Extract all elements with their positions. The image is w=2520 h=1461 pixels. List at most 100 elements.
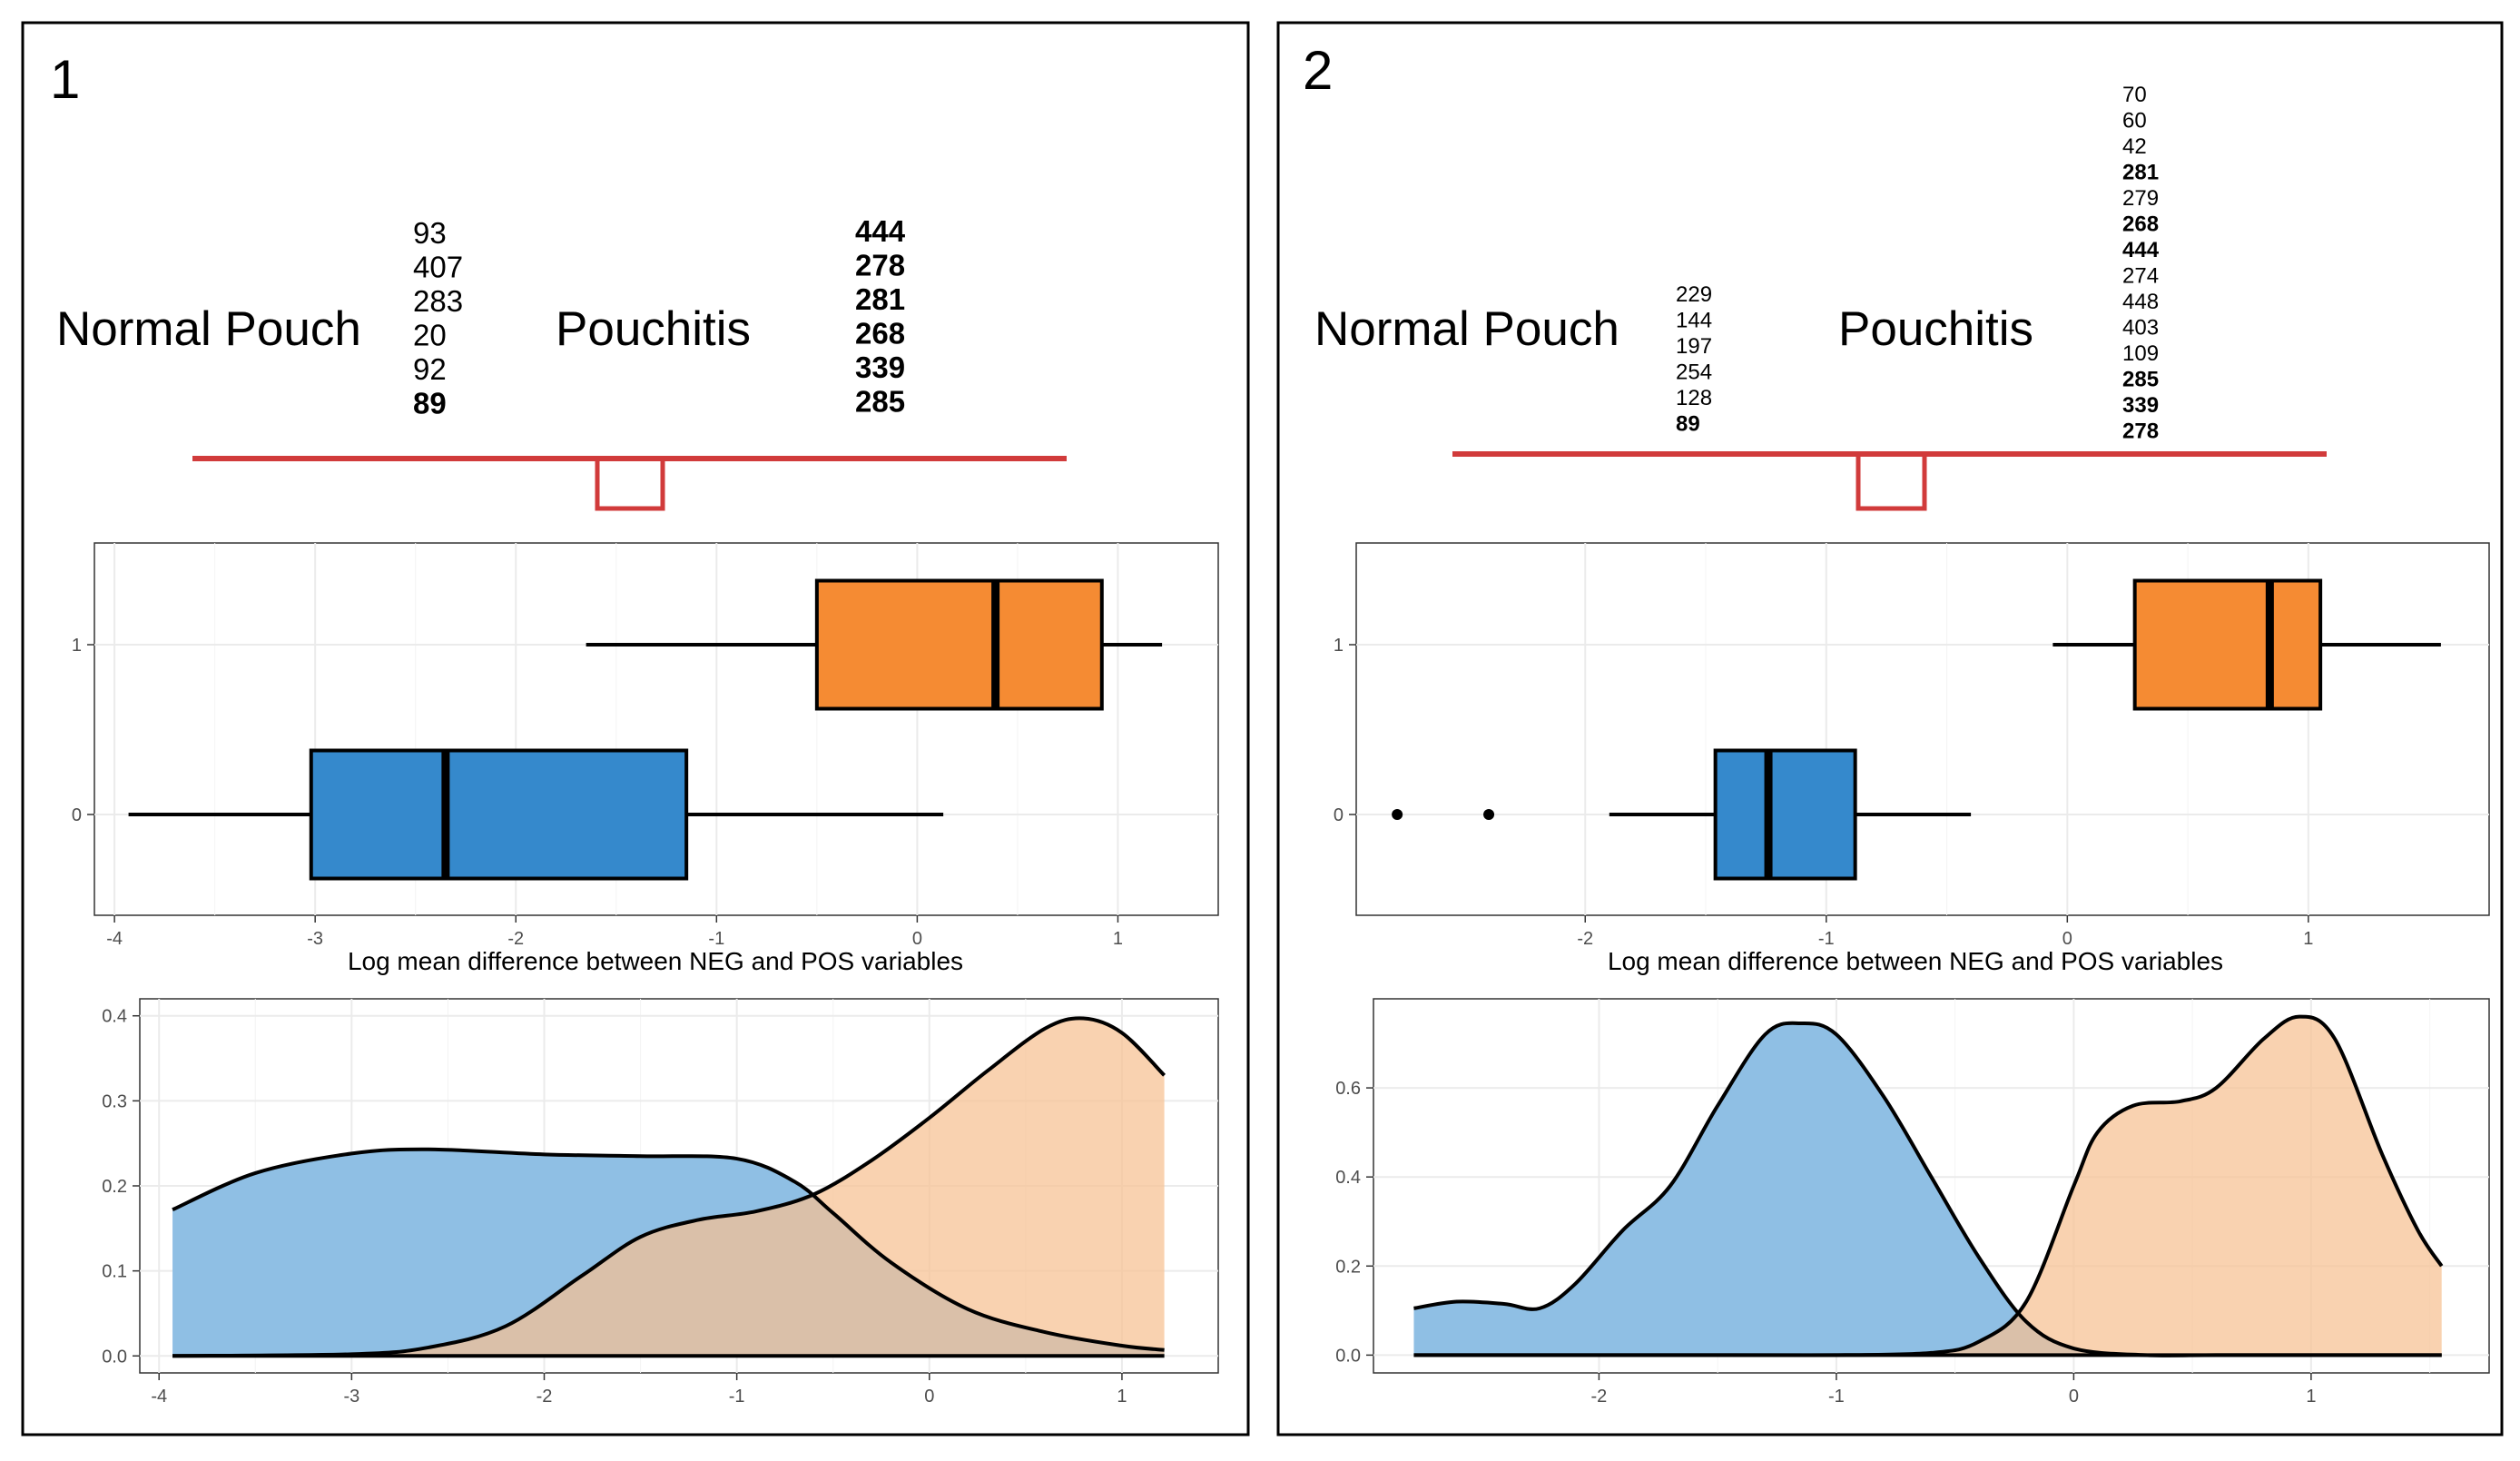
panel-1-density-x-tick-label: 1 [1117,1387,1127,1407]
panel-1-density-area-1 [172,1018,1165,1357]
panel-2-box-x-tick-label: 1 [2303,929,2313,949]
panel-2-pouchitis-var-5: 268 [2122,212,2159,237]
panel-2-box-x-tick-label: -1 [1818,929,1835,949]
panel-2-density-y-tick-label: 0.0 [1335,1346,1361,1366]
panel-2-box-y-tick-label: 1 [1334,636,1344,656]
panel-1-pouchitis-var-1: 278 [855,249,905,282]
panel-2-density-x-tick-label: -1 [1828,1387,1845,1407]
panel-2-pouchitis-var-8: 448 [2122,290,2159,314]
panel-1-density-x-tick-label: -2 [536,1387,553,1407]
panel-2-normal-var-2: 197 [1676,334,1712,359]
panel-1-density-y-tick-label: 0.0 [102,1347,127,1367]
panel-1-density-curve-0 [172,1147,1165,1352]
panel-2-normal-var-1: 144 [1676,309,1712,333]
panel-2-pouchitis-var-3: 281 [2122,161,2159,185]
panel-1-normal-var-4: 92 [413,352,447,386]
panel-1-box-x-tick-label: 0 [912,929,922,949]
panel-2-density-x-tick-label: 1 [2306,1387,2316,1407]
panel-2-density-x-tick-label: -2 [1591,1387,1608,1407]
panel-2-pouchitis-var-11: 285 [2122,368,2159,392]
panel-1-density-x-tick-label: -3 [343,1387,359,1407]
panel-1-pouchitis-var-5: 285 [855,385,905,419]
panel-1-density-y-tick-label: 0.2 [102,1177,127,1197]
panel-2-density-x-tick-label: 0 [2069,1387,2079,1407]
panel-1-box-x-tick-label: -2 [507,929,524,949]
panel-2-density-area-0 [1413,1022,2442,1356]
panel-2-box-outlier-0 [1392,809,1403,820]
panel-1-pouchitis-label: Pouchitis [556,302,751,356]
panel-1-box-box-1 [814,578,1104,711]
panel-1-box-x-tick-label: -4 [106,929,123,949]
panel-1-normal-var-5: 89 [413,387,447,420]
panel-1-bracket-notch [595,459,665,511]
panel-1-density-x-tick-label: -4 [151,1387,167,1407]
panel-1-density-curve-1 [172,1016,1166,1358]
panel-2-normal-var-4: 128 [1676,386,1712,410]
panel-1: 1 Normal Pouch Pouchitis 93407283209289 … [21,21,1250,1436]
panel-2-frame [1276,21,2504,1436]
panel-2-density: -2 -1 0 1 0.0 0.2 0.4 0.6 [1335,998,2490,1407]
panel-1-density-y-tick-label: 0.3 [102,1091,127,1111]
panel-2-pouchitis-var-12: 339 [2122,393,2159,418]
panel-2-pouchitis-var-4: 279 [2122,186,2159,211]
panel-1-box-x-tick-label: -3 [307,929,323,949]
panel-1-frame [21,21,1250,1436]
panel-2-pouchitis-var-0: 70 [2122,83,2147,107]
panel-1-pouchitis-var-0: 444 [855,214,906,248]
panel-2-normal-var-5: 89 [1676,412,1700,437]
panel-1-pouchitis-var-3: 268 [855,317,905,350]
panel-2-bracket [1452,451,2327,511]
panel-2-pouchitis-var-1: 60 [2122,109,2147,133]
panel-2-bracket-notch [1856,454,1927,511]
panel-2-box-box-1 [2132,578,2323,711]
panel-2-box-x-tick-label: -2 [1577,929,1593,949]
panel-2-box-xlabel: Log mean difference between NEG and POS … [1608,947,2223,975]
panel-2-box-outlier-0 [1483,809,1495,820]
panel-2-pouchitis-label: Pouchitis [1838,302,2033,356]
panel-1-normal-var-3: 20 [413,319,447,352]
panel-1-density-x-tick-label: 0 [924,1387,934,1407]
panel-1-boxplot: -4 -3 -2 -1 0 1 0 1 [72,542,1219,949]
panel-2: 2 Normal Pouch Pouchitis 229144197254128… [1276,21,2504,1436]
panel-1-bracket [192,456,1067,511]
panel-1-normal-var-0: 93 [413,216,447,250]
panel-1-normal-pouch-label: Normal Pouch [56,302,361,356]
panel-2-pouchitis-var-13: 278 [2122,420,2159,444]
panel-2-density-y-tick-label: 0.2 [1335,1257,1361,1277]
panel-2-number: 2 [1303,40,1333,101]
panel-1-pouchitis-var-2: 281 [855,282,905,316]
panel-1-box-y-tick-label: 1 [72,636,82,656]
panel-1-box-box-0 [309,748,689,881]
panel-2-pouchitis-var-7: 274 [2122,264,2159,289]
panel-2-density-y-tick-label: 0.6 [1335,1079,1361,1099]
panel-1-box-y-tick-label: 0 [72,805,82,825]
panel-1-density-x-tick-label: -1 [729,1387,745,1407]
panel-2-box-box-0 [1713,748,1857,881]
panel-1-normal-var-1: 407 [413,251,463,284]
panel-1-pouchitis-var-4: 339 [855,350,905,384]
panel-2-pouchitis-var-10: 109 [2122,341,2159,366]
panel-2-box-y-tick-label: 0 [1334,805,1344,825]
panel-1-normal-var-2: 283 [413,284,463,318]
panel-1-density-y-tick-label: 0.4 [102,1007,127,1027]
panel-2-density-y-tick-label: 0.4 [1335,1168,1361,1188]
panel-2-box-x-tick-label: 0 [2062,929,2072,949]
panel-2-normal-var-0: 229 [1676,282,1712,307]
panel-2-normal-pouch-label: Normal Pouch [1314,302,1619,356]
panel-2-pouchitis-var-9: 403 [2122,316,2159,341]
panel-1-box-x-tick-label: -1 [708,929,724,949]
panel-1-density-y-tick-label: 0.1 [102,1262,127,1282]
panel-1-box-xlabel: Log mean difference between NEG and POS … [348,947,963,975]
panel-2-pouchitis-var-2: 42 [2122,134,2147,159]
panel-1-number: 1 [50,49,80,110]
panel-2-pouchitis-var-6: 444 [2122,238,2160,262]
panel-2-boxplot: -2 -1 0 1 0 1 [1334,542,2490,949]
panel-2-normal-var-3: 254 [1676,360,1712,385]
panel-1-density: -4 -3 -2 -1 0 1 0.0 0.1 0.2 0.3 0.4 [102,998,1219,1407]
panel-1-box-x-tick-label: 1 [1113,929,1123,949]
